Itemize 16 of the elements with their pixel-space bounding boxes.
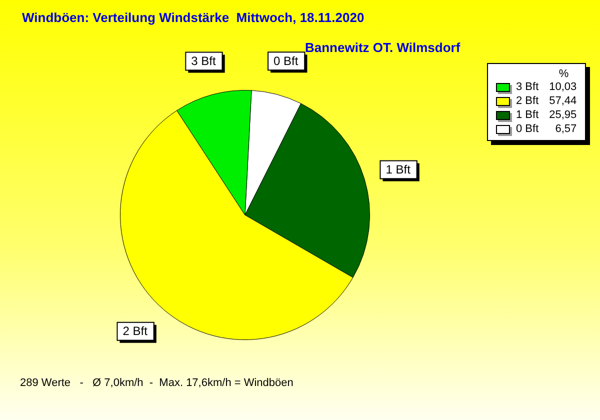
data-label: 57,44 [548,95,577,107]
data-label: 10,03 [548,81,577,93]
legend-label: 0 Bft [516,123,539,135]
slice-label: 2 Bft [122,324,148,338]
slice-label: 1 Bft [386,162,412,177]
data-label: 6,57 [554,123,577,135]
slice-label: 3 Bft [191,54,217,68]
chart-subtitle: Bannewitz OT. Wilmsdorf [305,40,460,55]
legend-label: 2 Bft [516,95,539,107]
slice-label: 0 Bft [274,54,299,68]
legend-label: 3 Bft [516,81,539,93]
legend-label: 1 Bft [516,109,539,121]
data-label: 25,95 [548,109,577,121]
chart-title: Windböen: Verteilung Windstärke Mittwoch, 18.11.2020 [22,10,364,25]
text: 289 Werte - Ø 7,0km/h - Max. 17,6km/h = Windböen [20,377,294,389]
legend-title: % [558,68,570,80]
